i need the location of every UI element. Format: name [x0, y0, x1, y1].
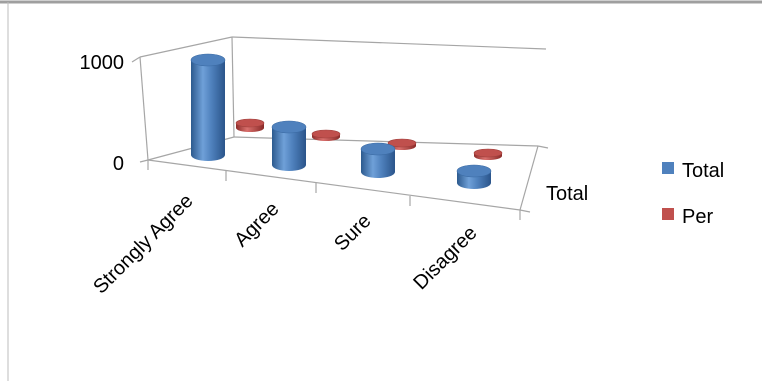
- depth-axis-label: Total: [546, 183, 588, 205]
- bar-total-2: [360, 142, 396, 178]
- x-tick-label: Disagree: [409, 222, 481, 294]
- bar-cap: [235, 118, 265, 128]
- bar-total-1: [271, 120, 307, 171]
- legend-swatch-per: [662, 208, 674, 220]
- y-tick-1000: [131, 56, 141, 63]
- chart-marks: [190, 53, 503, 189]
- bar-per-3: [473, 148, 503, 160]
- legend-label-total: Total: [682, 160, 724, 182]
- bar-total-3: [456, 164, 492, 189]
- bar-cap: [271, 120, 307, 134]
- bar-cap: [190, 53, 226, 67]
- floor-right-edge: [519, 145, 539, 211]
- bar-body: [191, 60, 225, 161]
- bar-cap: [360, 142, 396, 156]
- bar-cap: [387, 138, 417, 148]
- y-tick-0: [139, 159, 149, 163]
- bar-total-0: [190, 53, 226, 161]
- bar-cap: [456, 164, 492, 178]
- bar-cap: [311, 129, 341, 139]
- legend: Total Per: [662, 160, 724, 228]
- x-tick-label: Strongly Agree: [89, 190, 197, 298]
- bar-cap: [473, 148, 503, 158]
- legend-swatch-total: [662, 162, 674, 174]
- bar-body: [361, 149, 395, 178]
- floor-front-edge: [147, 159, 521, 211]
- y-tick-label: 1000: [80, 52, 125, 74]
- y-axis-top-edge: [139, 36, 233, 58]
- x-tick-label: Agree: [230, 198, 283, 251]
- back-wall-top: [231, 36, 547, 50]
- x-tick-label: Sure: [330, 210, 375, 255]
- bar-per-0: [235, 118, 265, 132]
- y-axis-front: [139, 56, 149, 161]
- bar-per-1: [311, 129, 341, 141]
- legend-label-per: Per: [682, 206, 713, 228]
- y-tick-label: 0: [113, 153, 124, 175]
- bar-body: [272, 127, 306, 171]
- back-wall-left: [231, 36, 235, 138]
